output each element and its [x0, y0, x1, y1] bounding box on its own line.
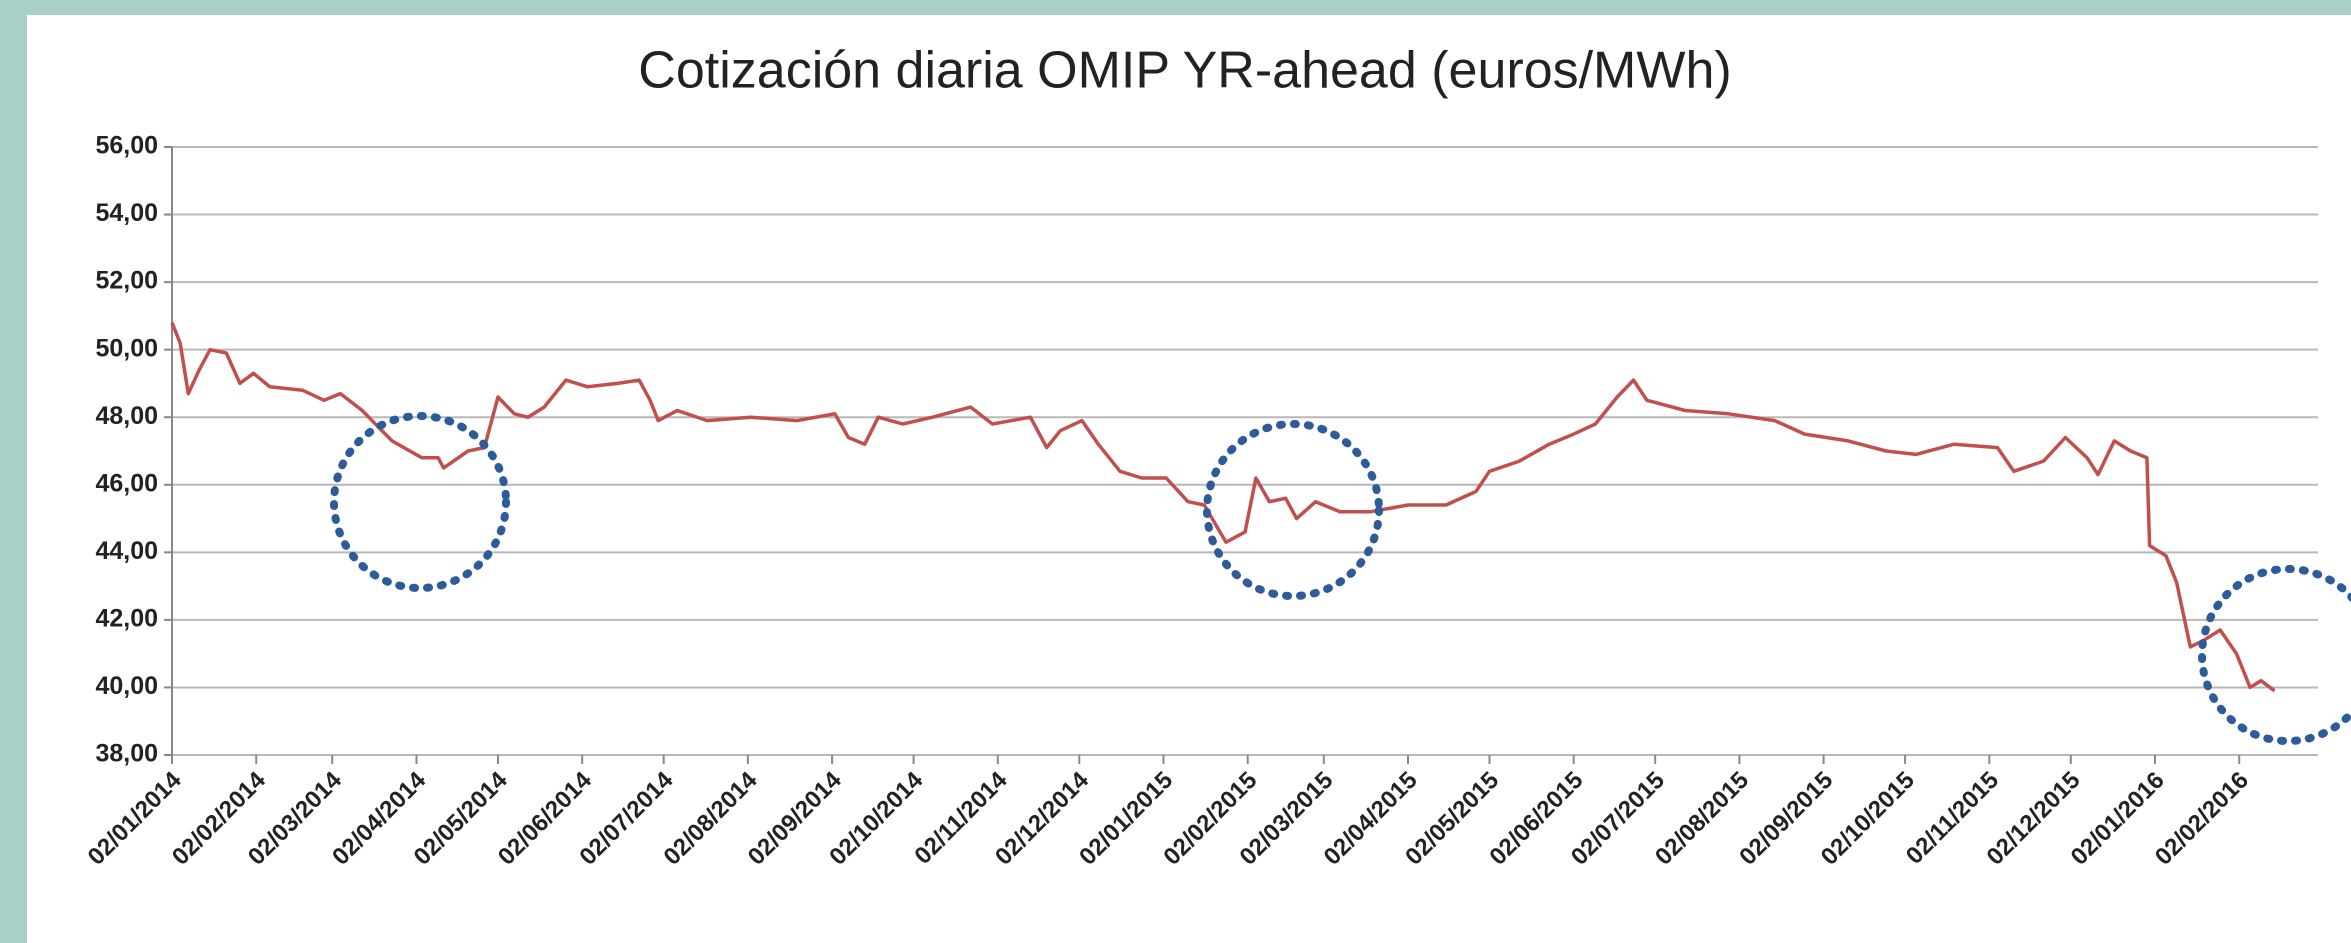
- price-line: [170, 321, 2276, 693]
- y-tick-label: 52,00: [95, 267, 158, 295]
- y-tick-label: 38,00: [95, 740, 158, 768]
- y-tick-label: 48,00: [95, 402, 158, 430]
- y-tick-label: 42,00: [95, 604, 158, 632]
- highlight-circles: [330, 412, 2351, 745]
- highlight-circle: [2198, 565, 2351, 745]
- chart-panel: [27, 15, 2351, 943]
- y-tick-label: 56,00: [95, 132, 158, 160]
- y-tick-label: 44,00: [95, 537, 158, 565]
- highlight-circle: [330, 412, 510, 592]
- y-tick-label: 54,00: [95, 199, 158, 227]
- highlight-circle: [1203, 420, 1383, 600]
- y-tick-label: 46,00: [95, 469, 158, 497]
- chart-title: Cotización diaria OMIP YR-ahead (euros/M…: [638, 42, 1731, 100]
- y-tick-label: 40,00: [95, 672, 158, 700]
- y-tick-label: 50,00: [95, 334, 158, 362]
